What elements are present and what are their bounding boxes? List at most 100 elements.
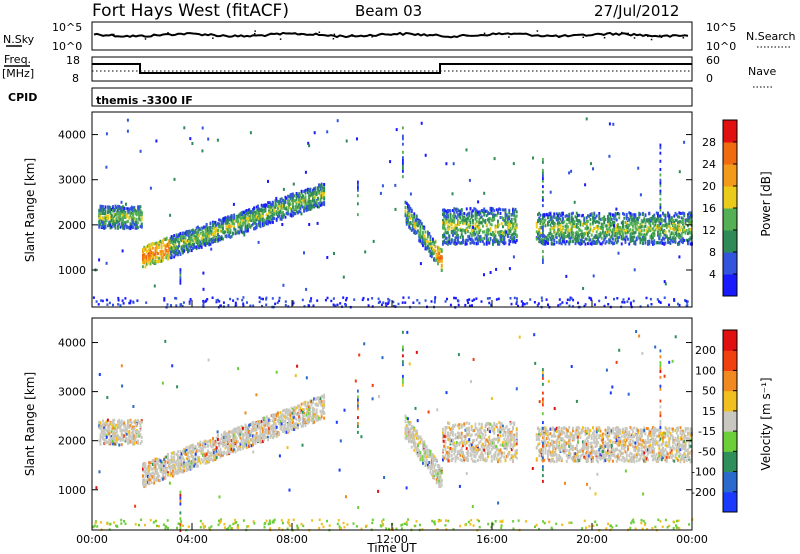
echo-cell — [615, 241, 618, 245]
echo-cell — [304, 189, 307, 193]
echo-cell — [174, 467, 177, 471]
echo-cell — [439, 249, 442, 253]
echo-cell — [173, 451, 176, 455]
echo-cell — [588, 238, 591, 242]
echo-cell — [263, 222, 266, 226]
echo-cell — [310, 199, 313, 203]
echo-cell — [567, 234, 569, 238]
echo-cell — [172, 464, 174, 468]
echo-cell — [542, 174, 544, 178]
echo-cell — [415, 231, 418, 235]
echo-cell — [114, 204, 117, 208]
echo-cell — [202, 301, 205, 305]
echo-cell — [187, 239, 189, 242]
echo-cell — [144, 254, 147, 258]
echo-cell — [165, 256, 168, 260]
echo-cell — [205, 299, 208, 302]
echo-cell — [188, 461, 191, 465]
echo-cell — [124, 216, 127, 220]
echo-cell — [620, 232, 623, 236]
echo-cell — [468, 304, 471, 308]
echo-cell — [255, 224, 258, 228]
echo-cell — [299, 207, 302, 210]
echo-cell — [682, 241, 684, 244]
echo-cell — [453, 218, 456, 222]
echo-cell — [243, 233, 246, 237]
echo-cell — [239, 226, 242, 230]
echo-cell — [572, 235, 574, 239]
echo-cell — [412, 217, 414, 220]
echo-cell — [416, 299, 419, 302]
echo-cell — [132, 206, 134, 210]
echo-cell — [613, 228, 616, 232]
echo-cell — [580, 238, 583, 242]
echo-cell — [585, 227, 588, 231]
echo-cell — [148, 478, 151, 482]
echo-cell — [667, 239, 669, 243]
echo-cell — [133, 420, 136, 424]
echo-cell — [477, 242, 479, 245]
echo-cell — [297, 203, 299, 207]
echo-cell — [418, 235, 421, 239]
echo-cell — [554, 216, 557, 220]
echo-cell — [417, 220, 419, 224]
echo-cell — [464, 228, 467, 232]
echo-cell — [622, 212, 624, 216]
echo-cell — [549, 232, 552, 235]
echo-cell — [402, 175, 404, 179]
echo-cell — [239, 217, 242, 221]
echo-cell — [473, 207, 476, 211]
echo-cell — [174, 242, 177, 246]
echo-cell — [164, 246, 167, 250]
echo-cell — [609, 236, 612, 240]
echo-cell — [220, 219, 223, 223]
echo-cell — [629, 222, 632, 226]
echo-cell — [269, 202, 272, 206]
echo-cell — [553, 228, 556, 232]
echo-cell — [163, 253, 166, 257]
echo-cell — [669, 218, 672, 222]
echo-cell — [150, 254, 153, 258]
echo-cell — [178, 470, 181, 474]
echo-cell — [147, 465, 149, 469]
echo-cell — [577, 222, 579, 225]
echo-cell — [237, 231, 239, 235]
echo-cell — [487, 218, 489, 222]
echo-cell — [526, 302, 529, 305]
echo-cell — [102, 429, 104, 433]
echo-cell — [123, 227, 126, 231]
echo-cell — [150, 251, 153, 255]
echo-cell — [153, 465, 156, 469]
echo-cell — [508, 242, 511, 246]
echo-cell — [299, 199, 302, 203]
echo-cell — [316, 299, 319, 302]
echo-cell — [677, 224, 679, 228]
echo-cell — [560, 214, 563, 218]
echo-cell — [487, 227, 489, 231]
echo-cell — [182, 244, 184, 248]
echo-cell — [448, 227, 451, 231]
echo-cell — [105, 434, 108, 438]
echo-cell — [132, 431, 134, 435]
echo-cell — [179, 279, 182, 282]
echo-cell — [674, 223, 677, 227]
echo-cell — [147, 477, 149, 481]
echo-cell — [489, 217, 492, 221]
echo-cell — [457, 238, 459, 242]
echo-cell — [187, 244, 189, 247]
echo-cell — [143, 485, 146, 489]
echo-cell — [554, 222, 557, 226]
echo-cell — [138, 205, 141, 209]
echo-cell — [632, 239, 634, 242]
echo-cell — [448, 209, 451, 213]
echo-cell — [172, 451, 174, 455]
echo-cell — [162, 464, 164, 468]
echo-cell — [668, 237, 671, 240]
echo-cell — [99, 433, 102, 437]
echo-cell — [118, 423, 121, 427]
echo-cell — [673, 234, 676, 238]
echo-cell — [639, 241, 642, 245]
echo-cell — [173, 251, 176, 255]
echo-cell — [160, 470, 163, 474]
echo-cell — [175, 459, 178, 463]
